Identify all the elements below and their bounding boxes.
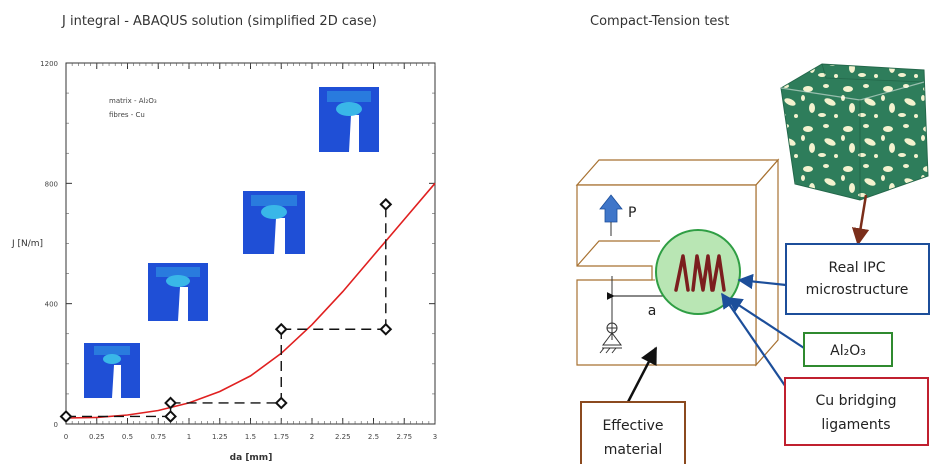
crack-length-label: a (648, 303, 657, 319)
load-label: P (628, 205, 636, 221)
x-axis-tick-labels: 0 0.25 0.5 0.75 1 1.25 1.5 1.75 2 2.25 2.5 2.75 3 (64, 433, 437, 441)
data-point (164, 396, 177, 410)
data-point (274, 322, 288, 336)
ipc-microstructure-cube (780, 63, 929, 201)
x-tick-label: 2.5 (368, 433, 379, 441)
x-tick-label: 1.75 (273, 433, 289, 441)
callout-real-ipc-line2: microstructure (806, 282, 909, 298)
y-axis-tick-labels: 0 400 800 1200 (40, 60, 58, 429)
ct-specimen (575, 158, 780, 367)
x-tick-label: 2.25 (335, 433, 351, 441)
x-tick-label: 0.25 (89, 433, 105, 441)
data-point (59, 410, 73, 423)
x-tick-label: 2.75 (396, 433, 412, 441)
callout-al2o3-label: Al₂O₃ (830, 343, 866, 359)
specimen-thumbnail-4 (319, 87, 379, 152)
material-annotation: matrix - Al₂O₃ fibres - Cu (109, 97, 157, 119)
annotation-fibres: fibres - Cu (109, 111, 145, 119)
y-axis-ticks (66, 62, 435, 425)
data-point (164, 410, 177, 423)
x-tick-label: 1.5 (245, 433, 256, 441)
data-series-points (59, 197, 393, 423)
load-arrow: P (599, 194, 636, 236)
j-integral-chart: 0 0.25 0.5 0.75 1 1.25 1.5 1.75 2 2.25 2.5 2.75 3 0 4… (11, 60, 437, 463)
x-axis-label: da [mm] (230, 453, 273, 463)
x-tick-label: 2 (310, 433, 314, 441)
y-tick-label: 800 (45, 180, 58, 188)
callout-al2o3: Al₂O₃ (803, 332, 893, 367)
y-tick-label: 1200 (40, 60, 58, 68)
y-tick-label: 400 (45, 301, 58, 309)
fit-curve (65, 182, 436, 419)
notch-edge (576, 240, 660, 267)
specimen-thumbnail-1 (84, 343, 140, 398)
x-tick-label: 0 (64, 433, 68, 441)
callout-cu-bridging: Cu bridging ligaments (784, 377, 929, 446)
callout-cu-line2: ligaments (821, 417, 890, 433)
support-pin (599, 276, 622, 354)
specimen-side-face (755, 158, 779, 367)
right-panel-heading: Compact-Tension test (590, 14, 730, 29)
x-tick-label: 3 (433, 433, 437, 441)
cu-fibres (674, 254, 726, 292)
callout-effective-material: Effective material (580, 401, 686, 464)
data-point (379, 197, 393, 211)
x-tick-label: 1 (187, 433, 191, 441)
y-tick-label: 0 (54, 421, 58, 429)
y-axis-label: J [N/m] (11, 239, 43, 249)
effective-material-arrow (626, 346, 658, 403)
x-tick-label: 1.25 (212, 433, 228, 441)
ipc-arrow (737, 273, 787, 290)
cu-arrow (721, 292, 791, 394)
bridging-zone (655, 229, 741, 315)
data-point (274, 396, 288, 410)
x-tick-label: 0.5 (122, 433, 133, 441)
specimen-thumbnail-2 (148, 263, 208, 321)
callout-real-ipc: Real IPC microstructure (785, 243, 930, 315)
data-series-steps (66, 204, 387, 418)
al2o3-arrow (726, 297, 805, 349)
x-tick-label: 0.75 (150, 433, 166, 441)
callout-effective-line1: Effective (602, 418, 663, 434)
cube-to-box-arrow (851, 194, 870, 246)
callout-effective-line2: material (604, 442, 662, 458)
data-point (379, 322, 393, 336)
left-panel-heading: J integral - ABAQUS solution (simplified… (62, 14, 377, 29)
specimen-thumbnail-3 (243, 191, 305, 254)
specimen-top-face (575, 159, 780, 186)
annotation-matrix: matrix - Al₂O₃ (109, 97, 157, 105)
callout-cu-line1: Cu bridging (815, 393, 896, 409)
callout-real-ipc-line1: Real IPC (829, 260, 886, 276)
compact-tension-diagram: P a (575, 63, 930, 464)
